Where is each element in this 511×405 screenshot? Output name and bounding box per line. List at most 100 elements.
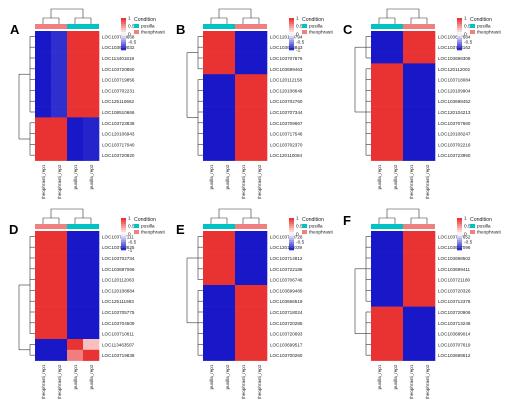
heatmap-cell — [419, 31, 436, 43]
scale-tick-label: 1 — [296, 16, 299, 22]
heatmap-cell — [35, 241, 52, 253]
row-label: LOC103700260 — [270, 353, 303, 358]
condition-cell — [219, 224, 235, 229]
heatmap-cell — [235, 274, 252, 286]
legend-entry-label: pusilla — [477, 24, 491, 30]
heatmap-cell — [235, 231, 252, 243]
scale-swatch — [121, 44, 126, 47]
scale-swatch — [457, 224, 462, 227]
heatmap-cell — [67, 95, 84, 107]
scale-swatch — [457, 238, 462, 241]
heatmap-cell — [219, 139, 236, 151]
scale-swatch — [121, 244, 126, 247]
heatmap-cell — [83, 85, 100, 97]
row-label: LOC103697684 — [438, 34, 471, 39]
heatmap-cell — [235, 263, 252, 275]
heatmap-cell — [403, 339, 420, 351]
heatmap-cell — [235, 85, 252, 97]
heatmap-cell — [83, 117, 100, 129]
heatmap-cell — [419, 63, 436, 75]
row-label: LOC103722186 — [270, 267, 303, 272]
heatmap-cell — [203, 52, 220, 64]
row-label: LOC103700668 — [102, 34, 135, 39]
heatmap-cell — [403, 106, 420, 118]
heatmap-cell — [203, 31, 220, 43]
heatmap-cell — [35, 74, 52, 86]
heatmap-cell — [387, 306, 404, 318]
scale-swatch — [289, 234, 294, 237]
scale-swatch — [289, 48, 294, 51]
heatmap-cell — [235, 74, 252, 86]
heatmap-cell — [35, 306, 52, 318]
scale-tick-label: -0.5 — [464, 40, 473, 46]
heatmap-cell — [371, 295, 388, 307]
heatmap-cell — [35, 117, 52, 129]
row-label: LOC103714812 — [270, 256, 303, 261]
row-dendrogram — [18, 236, 35, 356]
heatmap-panel-f: LOC103717652 LOC103697096 LOC103698502 LOC1… — [336, 200, 506, 400]
heatmap-cell — [387, 285, 404, 297]
heatmap-cell — [371, 31, 388, 43]
heatmap-cell — [219, 95, 236, 107]
heatmap-cell — [419, 274, 436, 286]
row-label: LOC103666519 — [270, 299, 303, 304]
scale-swatch — [289, 26, 294, 29]
scale-swatch — [457, 242, 462, 245]
heatmap-cell — [51, 263, 68, 275]
heatmap-cell — [83, 252, 100, 264]
row-label: LOC120109794 — [270, 34, 303, 39]
heatmap-cell — [203, 95, 220, 107]
heatmap-cell — [203, 285, 220, 297]
heatmap-cell — [51, 241, 68, 253]
scale-swatch — [289, 28, 294, 31]
column-label: theophrasti_rep2 — [57, 364, 62, 399]
scale-swatch — [289, 32, 294, 35]
row-label: LOC125111693 — [102, 299, 134, 304]
scale-tick-label: -1 — [128, 248, 133, 254]
heatmap-cell — [419, 74, 436, 86]
heatmap-cell — [251, 231, 268, 243]
heatmap-cell — [35, 128, 52, 140]
row-label: LOC103699032 — [102, 45, 135, 50]
heatmap-cell — [219, 63, 236, 75]
scale-swatch — [121, 242, 126, 245]
heatmap-cell — [83, 139, 100, 151]
heatmap-cell — [35, 328, 52, 340]
row-dendrogram — [354, 36, 371, 156]
scale-swatch — [289, 246, 294, 249]
condition-cell — [83, 224, 99, 229]
row-label: LOC103699489 — [270, 288, 303, 293]
heatmap-cell — [371, 85, 388, 97]
row-label: LOC103717546 — [270, 132, 303, 137]
row-label: LOC103699463 — [270, 67, 303, 72]
heatmap-cell — [35, 274, 52, 286]
heatmap-cell — [251, 106, 268, 118]
scale-swatch — [289, 36, 294, 39]
scale-swatch — [121, 48, 126, 51]
heatmap-cell — [235, 106, 252, 118]
heatmap-cell — [419, 149, 436, 161]
heatmap-cell — [67, 41, 84, 53]
heatmap-cell — [403, 349, 420, 361]
row-label: LOC103699517 — [270, 342, 303, 347]
scale-swatch — [289, 40, 294, 43]
column-dendrogram — [378, 208, 428, 224]
scale-swatch — [121, 218, 126, 221]
heatmap-cell — [387, 85, 404, 97]
scale-swatch — [289, 20, 294, 23]
row-label: LOC103707660 — [438, 121, 471, 126]
scale-swatch — [457, 38, 462, 41]
heatmap-cell — [387, 328, 404, 340]
row-label: LOC120112158 — [270, 78, 303, 83]
row-label: LOC103698452 — [438, 99, 471, 104]
scale-swatch — [121, 40, 126, 43]
scale-swatch — [457, 34, 462, 37]
legend-title: Condition — [470, 217, 492, 223]
panel-label: A — [10, 22, 20, 37]
legend-entry-label: theophrasti — [141, 30, 165, 36]
scale-swatch — [289, 46, 294, 49]
scale-swatch — [457, 218, 462, 221]
heatmap-cell — [219, 252, 236, 264]
scale-tick-label: 1 — [464, 16, 467, 22]
scale-swatch — [457, 228, 462, 231]
